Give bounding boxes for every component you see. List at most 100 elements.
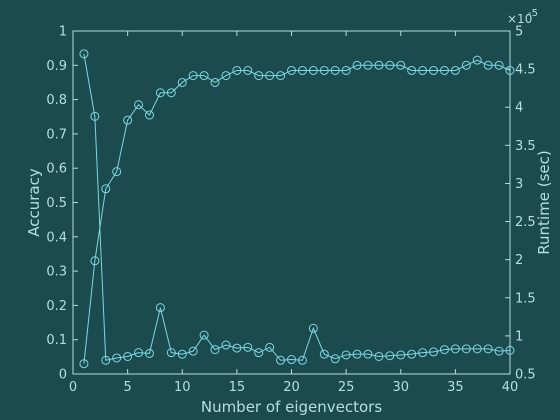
data-point-runtime bbox=[134, 348, 144, 358]
axis-labels: 0 5 10 15 20 25 30 35 4000.10.20.30.40.50.60.70.… bbox=[46, 25, 535, 396]
y-left-tick-label: 0.5 bbox=[46, 196, 67, 211]
data-point-accuracy bbox=[472, 55, 482, 65]
data-point-accuracy bbox=[461, 60, 471, 70]
data-point-runtime bbox=[112, 353, 122, 363]
data-point-runtime bbox=[429, 347, 439, 357]
y-left-tick-label: 0.7 bbox=[46, 127, 67, 142]
data-point-runtime bbox=[352, 349, 362, 359]
data-point-runtime bbox=[276, 355, 286, 365]
y-right-tick-label: 2.5 bbox=[515, 215, 536, 230]
series-layer bbox=[79, 49, 515, 369]
data-point-runtime bbox=[210, 345, 220, 355]
data-point-accuracy bbox=[254, 71, 264, 81]
x-axis-title: Number of eigenvectors bbox=[201, 398, 382, 416]
data-point-runtime bbox=[177, 349, 187, 359]
data-point-runtime bbox=[308, 323, 318, 333]
data-point-accuracy bbox=[79, 359, 89, 369]
x-tick-label: 25 bbox=[338, 380, 355, 395]
data-point-runtime bbox=[472, 344, 482, 354]
y-left-tick-label: 0.6 bbox=[46, 162, 67, 177]
data-point-runtime bbox=[363, 349, 373, 359]
data-point-accuracy bbox=[276, 71, 286, 81]
data-point-accuracy bbox=[287, 65, 296, 75]
data-point-runtime bbox=[341, 350, 351, 360]
x-tick-label: 35 bbox=[447, 380, 464, 395]
data-point-accuracy bbox=[341, 65, 351, 75]
y-left-tick-label: 1 bbox=[59, 25, 67, 40]
y-right-tick-label: 1.5 bbox=[515, 291, 536, 306]
data-point-runtime bbox=[407, 349, 417, 359]
data-point-accuracy bbox=[319, 65, 329, 75]
data-point-runtime bbox=[319, 349, 329, 359]
right-axis-exponent: -5 bbox=[528, 8, 538, 19]
data-point-runtime bbox=[90, 111, 100, 121]
data-point-runtime bbox=[418, 348, 428, 358]
data-point-runtime bbox=[243, 342, 253, 352]
data-point-accuracy bbox=[494, 60, 504, 70]
data-point-runtime bbox=[254, 348, 264, 358]
data-point-runtime bbox=[505, 345, 515, 355]
series-line-runtime bbox=[83, 53, 511, 361]
y-right-tick-label: 1 bbox=[515, 329, 523, 344]
data-point-accuracy bbox=[505, 65, 515, 75]
data-point-accuracy bbox=[134, 100, 144, 110]
data-point-accuracy bbox=[363, 60, 373, 70]
x-tick-label: 20 bbox=[283, 380, 300, 395]
y-left-tick-label: 0.9 bbox=[46, 59, 67, 74]
data-point-accuracy bbox=[429, 65, 439, 75]
x-tick-label: 0 bbox=[69, 380, 77, 395]
x-tick-label: 40 bbox=[502, 380, 519, 395]
data-point-runtime bbox=[101, 355, 111, 365]
x-tick-label: 15 bbox=[229, 380, 246, 395]
data-point-runtime bbox=[144, 348, 154, 358]
y-right-tick-label: 5 bbox=[515, 25, 523, 40]
y-right-tick-label: 3 bbox=[515, 177, 523, 192]
x-tick-label: 30 bbox=[392, 380, 409, 395]
y-axis-left-title: Accuracy bbox=[25, 168, 43, 237]
y-left-tick-label: 0.8 bbox=[46, 93, 67, 108]
data-point-accuracy bbox=[221, 71, 231, 81]
data-point-accuracy bbox=[123, 115, 133, 125]
data-point-runtime bbox=[494, 346, 504, 356]
data-point-runtime bbox=[330, 354, 340, 364]
y-right-tick-label: 4.5 bbox=[515, 63, 536, 78]
data-point-runtime bbox=[199, 330, 209, 340]
y-right-tick-label: 4 bbox=[515, 101, 523, 116]
data-point-accuracy bbox=[210, 77, 220, 87]
data-point-accuracy bbox=[144, 110, 154, 120]
data-point-runtime bbox=[221, 340, 231, 350]
data-point-runtime bbox=[188, 346, 198, 356]
data-point-accuracy bbox=[166, 88, 176, 98]
x-tick-label: 10 bbox=[174, 380, 191, 395]
series-line-accuracy bbox=[83, 59, 511, 364]
data-point-accuracy bbox=[450, 65, 460, 75]
data-point-accuracy bbox=[155, 88, 165, 98]
data-point-accuracy bbox=[385, 60, 395, 70]
data-point-runtime bbox=[396, 350, 406, 360]
right-axis-multiplier: ×10 bbox=[507, 12, 532, 26]
data-point-accuracy bbox=[90, 256, 100, 266]
data-point-accuracy bbox=[374, 60, 384, 70]
data-point-runtime bbox=[123, 351, 133, 361]
data-point-accuracy bbox=[308, 65, 318, 75]
data-point-accuracy bbox=[112, 167, 122, 177]
y-axis-right-title: Runtime (sec) bbox=[535, 150, 553, 254]
y-left-tick-label: 0.1 bbox=[46, 333, 67, 348]
data-point-runtime bbox=[439, 345, 449, 355]
data-point-runtime bbox=[461, 344, 471, 354]
data-point-accuracy bbox=[199, 71, 209, 81]
y-right-tick-label: 2 bbox=[515, 253, 523, 268]
data-point-accuracy bbox=[407, 65, 417, 75]
data-point-accuracy bbox=[439, 65, 449, 75]
y-left-tick-label: 0 bbox=[59, 368, 67, 383]
data-point-accuracy bbox=[297, 65, 307, 75]
y-left-tick-label: 0.2 bbox=[46, 299, 67, 314]
data-point-accuracy bbox=[265, 71, 275, 81]
data-point-runtime bbox=[287, 355, 296, 365]
data-point-accuracy bbox=[177, 77, 187, 87]
x-tick-label: 5 bbox=[123, 380, 131, 395]
data-point-runtime bbox=[265, 342, 275, 352]
data-point-accuracy bbox=[188, 71, 198, 81]
